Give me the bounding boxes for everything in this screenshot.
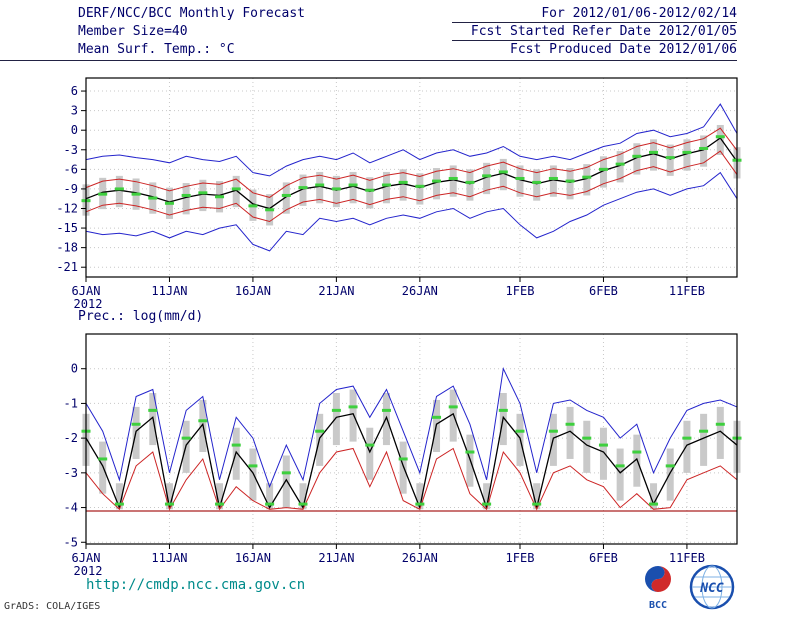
svg-text:1FEB: 1FEB: [506, 284, 535, 298]
ensemble-spread-bars: [82, 389, 741, 510]
plot-title: DERF/NCC/BCC Monthly Forecast: [78, 6, 305, 21]
svg-text:-4: -4: [64, 501, 78, 515]
gridlines: [85, 78, 737, 277]
series-ensemble-min: [85, 171, 738, 252]
series-ensemble-mean: [85, 137, 738, 210]
svg-text:1FEB: 1FEB: [506, 551, 535, 565]
svg-text:2012: 2012: [74, 564, 103, 578]
series-upper-quartile: [85, 127, 738, 198]
ncc-label: NCC: [699, 581, 724, 596]
ncc-logo: NCC: [689, 564, 735, 610]
plot-frame: [85, 77, 738, 278]
svg-text:6JAN: 6JAN: [72, 551, 101, 565]
series-lower-quartile: [85, 447, 738, 511]
refer-date-label: Fcst Started Refer Date 2012/01/05: [470, 24, 737, 39]
svg-text:-15: -15: [56, 221, 78, 235]
svg-text:-21: -21: [56, 260, 78, 274]
precipitation-chart: 0 -1 -2 -3 -4 -5 6JAN 11JAN 16JAN 21JAN 26JAN 1FEB 6…: [64, 333, 742, 578]
ncc-globe-icon: [689, 564, 735, 610]
header-divider-3: [0, 60, 737, 61]
produced-date-label: Fcst Produced Date 2012/01/06: [510, 42, 737, 57]
plot-frame: [85, 333, 738, 545]
svg-text:-1: -1: [64, 396, 78, 410]
svg-text:11FEB: 11FEB: [669, 551, 705, 565]
svg-text:21JAN: 21JAN: [318, 284, 354, 298]
bcc-label: BCC: [649, 600, 667, 611]
grads-credit: GrADS: COLA/IGES: [4, 601, 101, 612]
svg-text:-5: -5: [64, 535, 78, 549]
svg-text:26JAN: 26JAN: [402, 551, 438, 565]
svg-text:-6: -6: [64, 162, 78, 176]
temperature-chart: 6 3 0 -3 -6 -9 -12 -15 -18 -21 6JAN 11JAN 16JAN 21JAN…: [56, 77, 742, 310]
bcc-swirl-icon: [645, 566, 671, 592]
header-divider-1: [452, 22, 737, 23]
svg-text:11JAN: 11JAN: [151, 551, 187, 565]
precipitation-panel-label: Prec.: log(mm/d): [78, 309, 204, 324]
svg-text:6JAN: 6JAN: [72, 284, 101, 298]
bcc-logo: BCC: [645, 566, 671, 611]
svg-text:-3: -3: [64, 466, 78, 480]
svg-text:11JAN: 11JAN: [151, 284, 187, 298]
series-lower-quartile: [85, 150, 738, 223]
member-size-label: Member Size=40: [78, 24, 188, 39]
series-ensemble-mean: [85, 412, 738, 511]
series-ensemble-max: [85, 367, 738, 489]
svg-text:6FEB: 6FEB: [589, 284, 618, 298]
series-ensemble-max: [85, 103, 738, 177]
header-divider-2: [452, 40, 737, 41]
svg-text:-9: -9: [64, 182, 78, 196]
website-url: http://cmdp.ncc.cma.gov.cn: [86, 577, 306, 593]
svg-text:-2: -2: [64, 431, 78, 445]
axes: 6 3 0 -3 -6 -9 -12 -15 -18 -21 6JAN 11JAN 16JAN 21JAN…: [56, 84, 705, 310]
forecast-period-label: For 2012/01/06-2012/02/14: [541, 6, 737, 21]
svg-text:0: 0: [71, 362, 78, 376]
svg-text:21JAN: 21JAN: [318, 551, 354, 565]
svg-text:6FEB: 6FEB: [589, 551, 618, 565]
svg-text:26JAN: 26JAN: [402, 284, 438, 298]
variable-label: Mean Surf. Temp.: °C: [78, 42, 235, 57]
axes: 0 -1 -2 -3 -4 -5 6JAN 11JAN 16JAN 21JAN 26JAN 1FEB 6…: [64, 362, 705, 578]
svg-text:-3: -3: [64, 143, 78, 157]
svg-text:16JAN: 16JAN: [235, 284, 271, 298]
svg-text:2012: 2012: [74, 297, 103, 310]
median-markers: [81, 135, 742, 212]
svg-text:-18: -18: [56, 241, 78, 255]
ensemble-spread-bars: [82, 124, 741, 226]
svg-text:-12: -12: [56, 201, 78, 215]
svg-text:3: 3: [71, 104, 78, 118]
svg-text:11FEB: 11FEB: [669, 284, 705, 298]
svg-text:6: 6: [71, 84, 78, 98]
svg-text:0: 0: [71, 123, 78, 137]
svg-text:16JAN: 16JAN: [235, 551, 271, 565]
